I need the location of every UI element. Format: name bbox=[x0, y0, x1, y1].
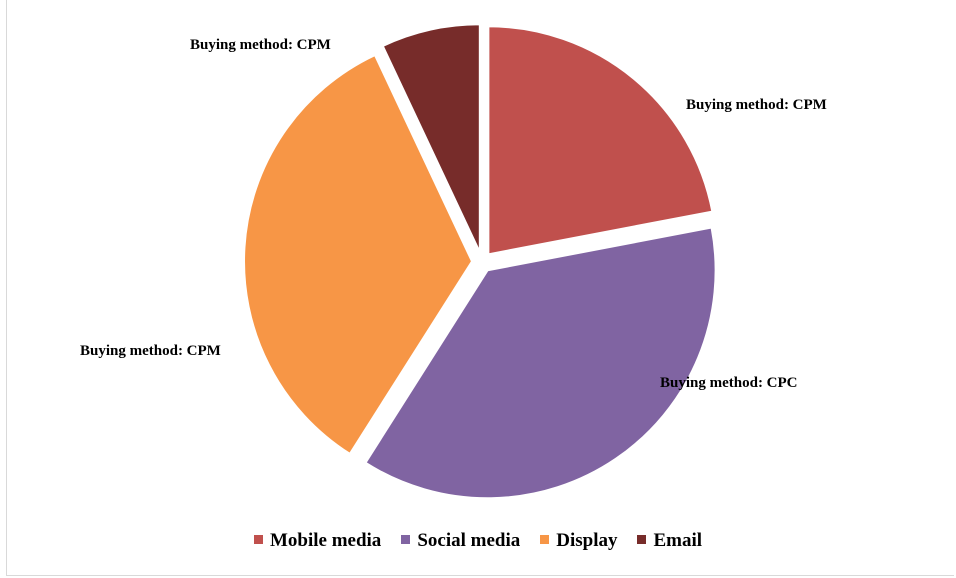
chart-frame bbox=[6, 0, 954, 576]
legend-label: Display bbox=[556, 530, 618, 551]
pie-slice bbox=[243, 53, 474, 456]
legend-swatch bbox=[637, 535, 647, 544]
data-label: Buying method: CPM bbox=[80, 343, 221, 359]
legend: Mobile media Social media Display Email bbox=[0, 530, 956, 552]
legend-label: Email bbox=[653, 530, 703, 551]
legend-item: Mobile media bbox=[253, 530, 382, 552]
pie-slice bbox=[381, 23, 481, 253]
legend-item: Email bbox=[637, 530, 702, 552]
legend-label: Mobile media bbox=[269, 530, 382, 551]
legend-item: Display bbox=[540, 530, 617, 552]
data-label: Buying method: CPM bbox=[190, 37, 331, 53]
pie-slice bbox=[364, 226, 717, 500]
legend-item: Social media bbox=[401, 530, 520, 552]
legend-swatch bbox=[540, 535, 550, 544]
pie-slice bbox=[487, 25, 714, 256]
legend-swatch bbox=[253, 535, 263, 544]
legend-swatch bbox=[401, 535, 411, 544]
legend-label: Social media bbox=[417, 530, 521, 551]
data-label: Buying method: CPM bbox=[686, 97, 827, 113]
data-label: Buying method: CPC bbox=[660, 375, 798, 391]
